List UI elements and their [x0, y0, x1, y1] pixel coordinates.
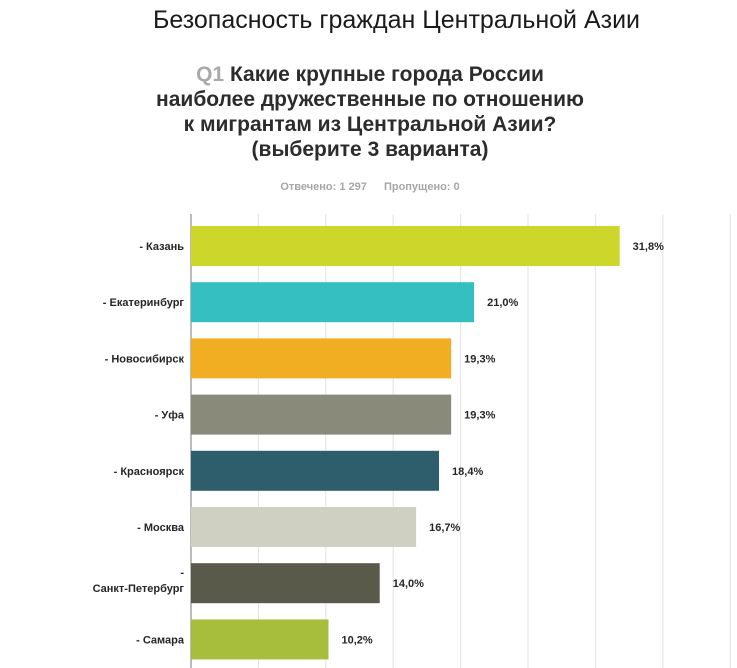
bar — [191, 226, 620, 266]
category-label: - Уфа — [155, 410, 185, 422]
bar — [191, 450, 440, 491]
question-line-4: (выберите 3 варианта) — [251, 138, 489, 161]
bars — [191, 226, 620, 660]
value-label: 16,7% — [429, 522, 460, 534]
value-label: 31,8% — [633, 241, 664, 253]
question-line-1: Q1 Какие крупные города России — [120, 62, 620, 87]
category-label: - Красноярск — [114, 466, 185, 478]
value-label: 21,0% — [487, 297, 518, 309]
category-label: - Екатеринбург — [103, 297, 185, 309]
bar — [191, 394, 452, 435]
page-title: Безопасность граждан Центральной Азии — [152, 6, 641, 34]
category-label: - Самара — [136, 634, 185, 646]
category-label: - Москва — [137, 522, 185, 534]
question-number: Q1 — [196, 63, 225, 86]
bar — [191, 282, 475, 323]
value-labels: 31,8% 21,0% 19,3% 19,3% 18,4% 16,7% 14,0% 10,2% — [341, 241, 664, 646]
bar — [191, 338, 452, 379]
question-text: Q1 Какие крупные города России наиболее … — [120, 62, 620, 162]
response-stats: Отвечено: 1 297 Пропущено: 0 — [140, 181, 600, 193]
answered-count: Отвечено: 1 297 — [280, 181, 367, 193]
skipped-count: Пропущено: 0 — [383, 181, 460, 193]
bar — [191, 619, 329, 660]
value-label: 18,4% — [452, 466, 483, 478]
value-label: 10,2% — [341, 634, 372, 646]
bar — [191, 563, 380, 604]
category-labels: - Казань - Екатеринбург - Новосибирск - Уфа… — [93, 241, 185, 646]
value-label: 19,3% — [464, 410, 495, 422]
category-label: - Казань — [139, 241, 184, 253]
value-label: 19,3% — [464, 353, 495, 365]
question-line-1-text: Какие крупные города России — [229, 63, 544, 86]
category-label: Санкт-Петербург — [93, 583, 185, 595]
bar — [191, 507, 417, 547]
question-line-3: к мигрантам из Центральной Азии? — [183, 113, 557, 136]
category-label-prefix: - — [180, 567, 184, 579]
question-line-2: наиболее дружественные по отношению — [156, 88, 584, 111]
category-label: - Новосибирск — [105, 353, 185, 365]
value-label: 14,0% — [393, 578, 424, 590]
